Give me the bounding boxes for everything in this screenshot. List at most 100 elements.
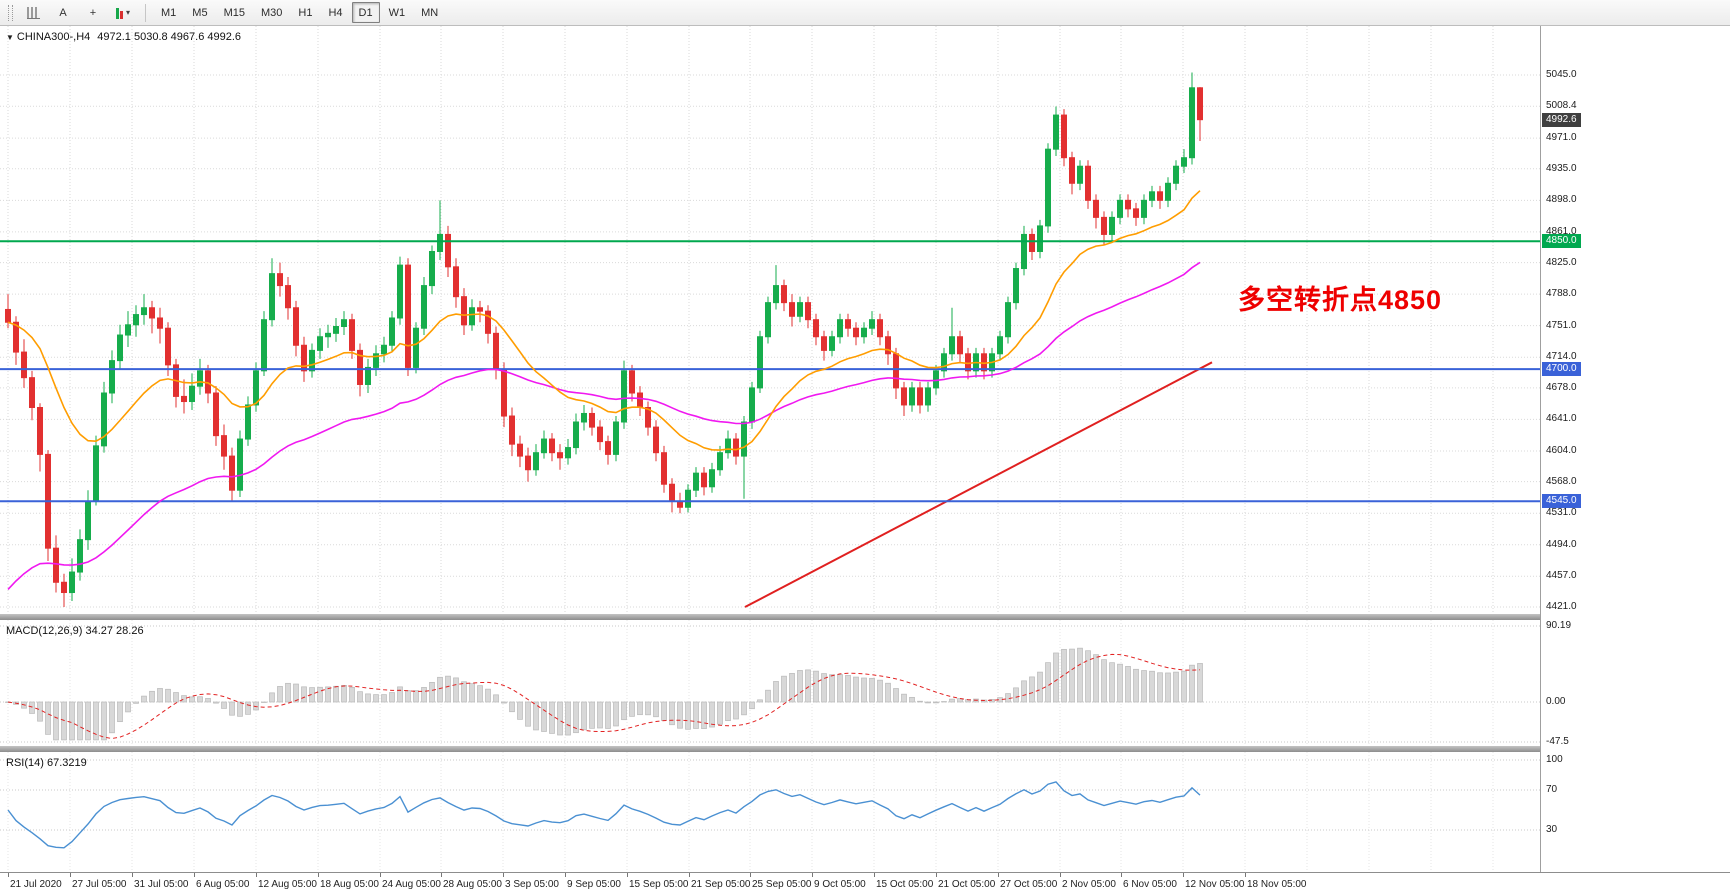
candle (909, 387, 915, 406)
candle-style-dropdown[interactable]: ▾ (109, 2, 137, 24)
candle (37, 407, 43, 455)
macd-grid (7, 620, 1494, 746)
price-axis-label: 4457.0 (1546, 570, 1577, 582)
panel-divider-macd[interactable] (0, 614, 1730, 620)
bar-chart-icon[interactable] (19, 2, 47, 24)
candle (421, 285, 427, 329)
candle (181, 395, 187, 403)
time-scale[interactable]: 21 Jul 2020 27 Jul 05:00 31 Jul 05:00 6 Aug… (0, 872, 1730, 896)
toolbar: A + ▾ M1 M5 M15 M30 H1 H4 D1 W1 MN (0, 0, 1730, 26)
macd-svg[interactable] (0, 620, 1540, 746)
ohlc-values: 4972.1 5030.8 4967.6 4992.6 (97, 31, 242, 43)
timeframe-m30[interactable]: M30 (260, 6, 283, 19)
candle (373, 353, 379, 368)
candle (341, 319, 347, 328)
rsi-panel[interactable]: RSI(14) 67.3219 (0, 752, 1540, 872)
candle (589, 412, 595, 428)
candle (141, 307, 147, 316)
candle (1085, 165, 1091, 201)
candle (93, 445, 99, 502)
candle (477, 307, 483, 312)
macd-panel[interactable]: MACD(12,26,9) 34.27 28.26 (0, 620, 1540, 746)
toolbar-grip[interactable] (8, 4, 13, 21)
candle (1181, 157, 1187, 167)
price-axis-label: 4421.0 (1546, 601, 1577, 612)
time-tick (1183, 873, 1184, 877)
candle (253, 370, 259, 406)
candle (301, 344, 307, 372)
rsi-grid (7, 752, 1494, 872)
time-tick (874, 873, 875, 877)
panel-divider-rsi[interactable] (0, 746, 1730, 752)
grid (0, 26, 1540, 614)
price-scale[interactable]: 5045.0 5008.4 4971.0 4935.0 4898.0 4861.0 4825… (1540, 26, 1730, 872)
ma-slow-line (7, 261, 1201, 590)
crosshair-icon[interactable]: + (79, 2, 107, 24)
candle (957, 336, 963, 355)
bar-chart-glyph (26, 6, 40, 19)
price-axis-label: 4825.0 (1546, 256, 1577, 268)
rsi-scale-label: 70 (1546, 784, 1558, 795)
timeframe-mn[interactable]: MN (421, 6, 439, 19)
candle (949, 336, 955, 355)
time-tick (936, 873, 937, 877)
candle (997, 336, 1003, 355)
candle (309, 349, 315, 372)
rsi-label: RSI(14) 67.3219 (6, 757, 87, 769)
candle (1053, 114, 1059, 150)
cursor-a-button[interactable]: A (49, 2, 77, 24)
symbol-period: CHINA300-,H4 (16, 31, 91, 43)
timeframe-d1[interactable]: D1 (351, 2, 380, 23)
candle (1005, 302, 1011, 338)
candle (277, 273, 283, 287)
timeframe-m1[interactable]: M1 (161, 6, 177, 19)
time-axis-label: 6 Nov 05:00 (1123, 879, 1177, 890)
candle (381, 344, 387, 355)
candle (557, 452, 563, 459)
candle (1197, 87, 1203, 121)
candle (941, 353, 947, 372)
price-axis-label: 5008.4 (1546, 100, 1577, 112)
candle (317, 336, 323, 351)
candle (845, 319, 851, 329)
candle (293, 307, 299, 346)
candle (389, 317, 395, 346)
candle (661, 452, 667, 485)
candle (133, 314, 139, 326)
time-tick (750, 873, 751, 877)
timeframe-h4[interactable]: H4 (328, 6, 343, 19)
candle (357, 349, 363, 385)
candle (445, 233, 451, 268)
candle (1021, 233, 1027, 270)
candle (1125, 199, 1131, 210)
main-chart-svg[interactable] (0, 26, 1540, 614)
timeframe-m15[interactable]: M15 (223, 6, 245, 19)
candle (229, 455, 235, 491)
candle (717, 452, 723, 471)
rsi-svg[interactable] (0, 752, 1540, 872)
candle (709, 469, 715, 488)
candle (117, 334, 123, 362)
candle (189, 385, 195, 403)
price-axis-label: 4788.0 (1546, 288, 1577, 300)
candle (261, 319, 267, 372)
main-chart-panel[interactable]: ▼ CHINA300-,H4 4972.1 5030.8 4967.6 4992.6… (0, 26, 1540, 614)
candle (1157, 191, 1163, 201)
candle (1045, 148, 1051, 227)
time-tick (1121, 873, 1122, 877)
timeframe-w1[interactable]: W1 (388, 6, 406, 19)
candle (269, 273, 275, 321)
candle (893, 353, 899, 389)
time-tick (380, 873, 381, 877)
candle (509, 415, 515, 445)
timeframe-m5[interactable]: M5 (192, 6, 208, 19)
time-tick (441, 873, 442, 877)
time-axis-label: 28 Aug 05:00 (443, 879, 502, 890)
candle (861, 327, 867, 338)
timeframe-h1[interactable]: H1 (298, 6, 313, 19)
candle (605, 441, 611, 455)
time-axis-label: 27 Jul 05:00 (72, 879, 127, 890)
candle (901, 387, 907, 406)
candle (773, 285, 779, 304)
